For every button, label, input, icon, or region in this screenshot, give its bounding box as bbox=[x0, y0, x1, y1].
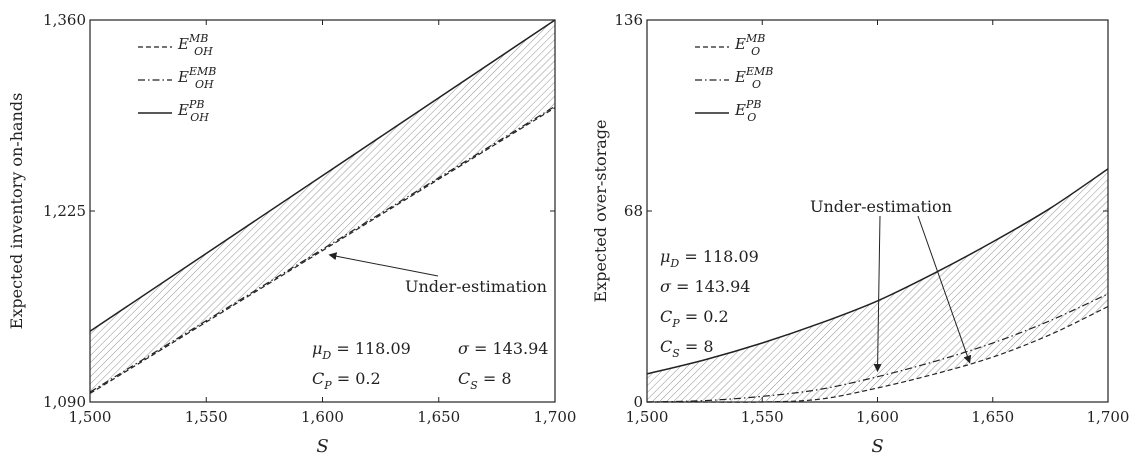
x-tick-label: 1,600 bbox=[301, 408, 344, 426]
y-tick-label: 136 bbox=[614, 11, 643, 29]
y-tick-label: 1,360 bbox=[43, 11, 86, 29]
x-tick-label: 1,550 bbox=[185, 408, 228, 426]
annotation-arrow bbox=[917, 215, 972, 364]
series-line-solid bbox=[646, 168, 1109, 375]
x-tick-label: 1,650 bbox=[971, 408, 1014, 426]
series-line-dashdot bbox=[646, 293, 1109, 403]
param-text: CP = 0.2 bbox=[660, 307, 729, 330]
annotation-label: Under-estimation bbox=[405, 277, 547, 296]
series-line-dashed bbox=[89, 107, 556, 395]
param-text: CP = 0.2 bbox=[312, 369, 381, 392]
legend-label: EEMB O bbox=[734, 65, 774, 91]
y-axis-label: Expected inventory on-hands bbox=[7, 93, 26, 330]
y-axis-label: Expected over-storage bbox=[591, 120, 610, 303]
x-axis-label: S bbox=[316, 436, 328, 457]
x-tick-label: 1,500 bbox=[626, 408, 669, 426]
x-tick-label: 1,600 bbox=[856, 408, 899, 426]
annotation-label: Under-estimation bbox=[810, 197, 952, 216]
legend-label: EMB O bbox=[734, 32, 766, 58]
legend-label: EEMB OH bbox=[177, 65, 217, 91]
param-text: CS = 8 bbox=[458, 369, 512, 392]
annotation-arrow bbox=[328, 252, 439, 277]
param-text: μD = 118.09 bbox=[660, 247, 759, 270]
param-text: CS = 8 bbox=[660, 337, 714, 360]
x-tick-label: 1,700 bbox=[1087, 408, 1130, 426]
shaded-band bbox=[90, 20, 555, 394]
left-chart: 1,500 1,550 1,600 1,650 1,700 1,090 1,225 1,360… bbox=[7, 11, 576, 457]
series-line-solid bbox=[89, 19, 556, 332]
legend-label: EPB OH bbox=[177, 98, 209, 124]
x-tick-label: 1,500 bbox=[69, 408, 112, 426]
right-chart: 1,500 1,550 1,600 1,650 1,700 0 68 136 S Expected… bbox=[591, 11, 1129, 457]
legend-label: EMB OH bbox=[177, 32, 213, 58]
param-text: μD = 118.09 bbox=[312, 339, 411, 362]
y-tick-label: 0 bbox=[633, 393, 643, 411]
annotation-arrow bbox=[873, 215, 882, 373]
y-tick-label: 1,090 bbox=[43, 393, 86, 411]
legend-label: EPB O bbox=[734, 98, 762, 124]
y-tick-label: 1,225 bbox=[43, 202, 86, 220]
x-tick-label: 1,650 bbox=[417, 408, 460, 426]
param-text: σ = 143.94 bbox=[660, 277, 750, 296]
y-tick-label: 68 bbox=[624, 202, 643, 220]
series-line-dashdot bbox=[89, 105, 556, 393]
x-tick-label: 1,550 bbox=[741, 408, 784, 426]
param-text: σ = 143.94 bbox=[458, 339, 548, 358]
x-tick-label: 1,700 bbox=[534, 408, 577, 426]
x-axis-label: S bbox=[871, 436, 883, 457]
